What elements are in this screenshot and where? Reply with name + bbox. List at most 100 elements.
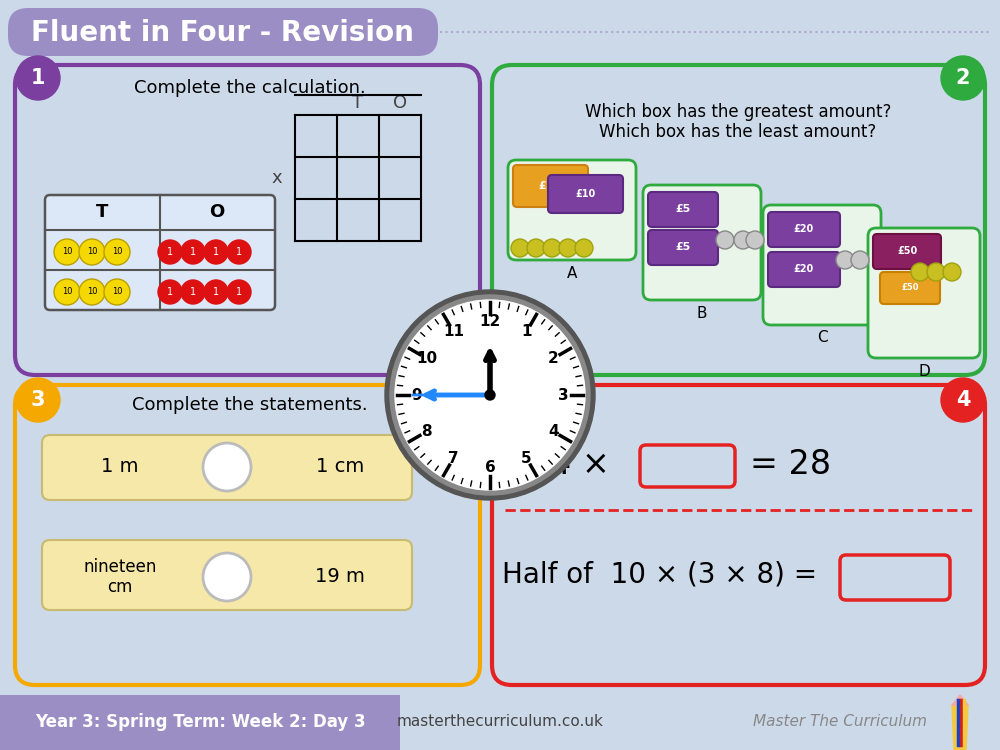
Text: 1: 1 (213, 247, 219, 257)
Circle shape (943, 263, 961, 281)
Text: £20: £20 (794, 264, 814, 274)
Text: 11: 11 (443, 324, 464, 339)
Circle shape (203, 443, 251, 491)
Text: Complete the calculation.: Complete the calculation. (134, 79, 366, 97)
Text: Which box has the least amount?: Which box has the least amount? (599, 123, 877, 141)
Text: 1: 1 (213, 287, 219, 297)
Circle shape (395, 300, 585, 490)
Circle shape (104, 279, 130, 305)
FancyBboxPatch shape (548, 175, 623, 213)
Circle shape (16, 56, 60, 100)
Circle shape (204, 280, 228, 304)
Text: 4: 4 (956, 390, 970, 410)
Text: Fluent in Four - Revision: Fluent in Four - Revision (31, 19, 413, 47)
Text: A: A (567, 266, 577, 280)
FancyBboxPatch shape (8, 8, 438, 56)
Circle shape (836, 251, 854, 269)
Text: £20: £20 (794, 224, 814, 234)
Text: 5: 5 (521, 451, 532, 466)
Circle shape (485, 390, 495, 400)
Circle shape (181, 280, 205, 304)
FancyBboxPatch shape (880, 272, 940, 304)
Circle shape (385, 290, 595, 500)
FancyBboxPatch shape (492, 385, 985, 685)
Circle shape (911, 263, 929, 281)
FancyBboxPatch shape (492, 65, 985, 375)
Circle shape (941, 56, 985, 100)
Text: 1: 1 (31, 68, 45, 88)
Text: 1 cm: 1 cm (316, 458, 364, 476)
Text: Complete the statements.: Complete the statements. (132, 396, 368, 414)
Circle shape (54, 239, 80, 265)
Circle shape (16, 378, 60, 422)
Text: 12: 12 (479, 314, 501, 329)
Text: 1: 1 (190, 247, 196, 257)
Text: 9: 9 (412, 388, 422, 403)
Circle shape (158, 240, 182, 264)
FancyBboxPatch shape (0, 695, 400, 750)
Text: D: D (918, 364, 930, 379)
Circle shape (511, 239, 529, 257)
Text: O: O (209, 203, 225, 221)
Text: T: T (96, 203, 108, 221)
Text: 8: 8 (421, 424, 432, 439)
FancyBboxPatch shape (508, 160, 636, 260)
FancyBboxPatch shape (840, 555, 950, 600)
Text: 1: 1 (167, 247, 173, 257)
Text: C: C (817, 331, 827, 346)
Circle shape (390, 295, 590, 495)
FancyBboxPatch shape (42, 540, 412, 610)
Text: 2: 2 (548, 351, 559, 366)
Text: 10: 10 (87, 248, 97, 256)
Text: x: x (272, 169, 282, 187)
Text: = 28: = 28 (750, 448, 830, 482)
Circle shape (227, 280, 251, 304)
Text: £10: £10 (575, 189, 595, 199)
Text: £5: £5 (675, 242, 691, 252)
FancyBboxPatch shape (15, 385, 480, 685)
Text: 1 m: 1 m (101, 458, 139, 476)
Circle shape (204, 240, 228, 264)
FancyBboxPatch shape (768, 252, 840, 287)
Circle shape (158, 280, 182, 304)
Text: Which box has the greatest amount?: Which box has the greatest amount? (585, 103, 891, 121)
Circle shape (104, 239, 130, 265)
FancyBboxPatch shape (42, 435, 412, 500)
Polygon shape (952, 695, 968, 705)
Circle shape (559, 239, 577, 257)
FancyBboxPatch shape (763, 205, 881, 325)
Text: Half of  10 × (3 × 8) =: Half of 10 × (3 × 8) = (502, 561, 818, 589)
Circle shape (527, 239, 545, 257)
Text: 19 m: 19 m (315, 568, 365, 586)
Text: O: O (393, 94, 407, 112)
FancyBboxPatch shape (640, 445, 735, 487)
Text: £10: £10 (538, 181, 562, 191)
Circle shape (54, 279, 80, 305)
FancyBboxPatch shape (873, 234, 941, 269)
Text: £5: £5 (675, 204, 691, 214)
Text: T: T (352, 94, 364, 112)
Circle shape (746, 231, 764, 249)
Text: 10: 10 (87, 287, 97, 296)
Circle shape (716, 231, 734, 249)
Circle shape (79, 239, 105, 265)
Text: 10: 10 (62, 287, 72, 296)
Text: £50: £50 (901, 284, 919, 292)
Text: Master The Curriculum: Master The Curriculum (753, 715, 927, 730)
Circle shape (227, 240, 251, 264)
Text: 3: 3 (558, 388, 568, 403)
FancyBboxPatch shape (648, 192, 718, 227)
FancyBboxPatch shape (45, 195, 275, 310)
Text: 4 ×: 4 × (550, 448, 610, 482)
FancyBboxPatch shape (768, 212, 840, 247)
Circle shape (851, 251, 869, 269)
Text: £50: £50 (897, 246, 917, 256)
Circle shape (927, 263, 945, 281)
Text: 10: 10 (112, 287, 122, 296)
Polygon shape (952, 705, 968, 750)
Text: 1: 1 (236, 247, 242, 257)
FancyBboxPatch shape (868, 228, 980, 358)
Text: 7: 7 (448, 451, 459, 466)
Text: 10: 10 (416, 351, 437, 366)
FancyBboxPatch shape (643, 185, 761, 300)
